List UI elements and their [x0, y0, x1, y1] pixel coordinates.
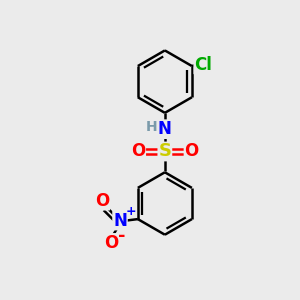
Text: -: - — [118, 227, 125, 245]
Text: O: O — [95, 192, 109, 210]
Text: N: N — [113, 212, 127, 230]
Text: H: H — [146, 120, 157, 134]
Text: O: O — [184, 142, 199, 160]
Text: S: S — [158, 142, 171, 160]
Text: Cl: Cl — [194, 56, 212, 74]
Text: +: + — [125, 205, 136, 218]
Text: N: N — [158, 120, 172, 138]
Text: O: O — [104, 234, 118, 252]
Text: O: O — [131, 142, 145, 160]
